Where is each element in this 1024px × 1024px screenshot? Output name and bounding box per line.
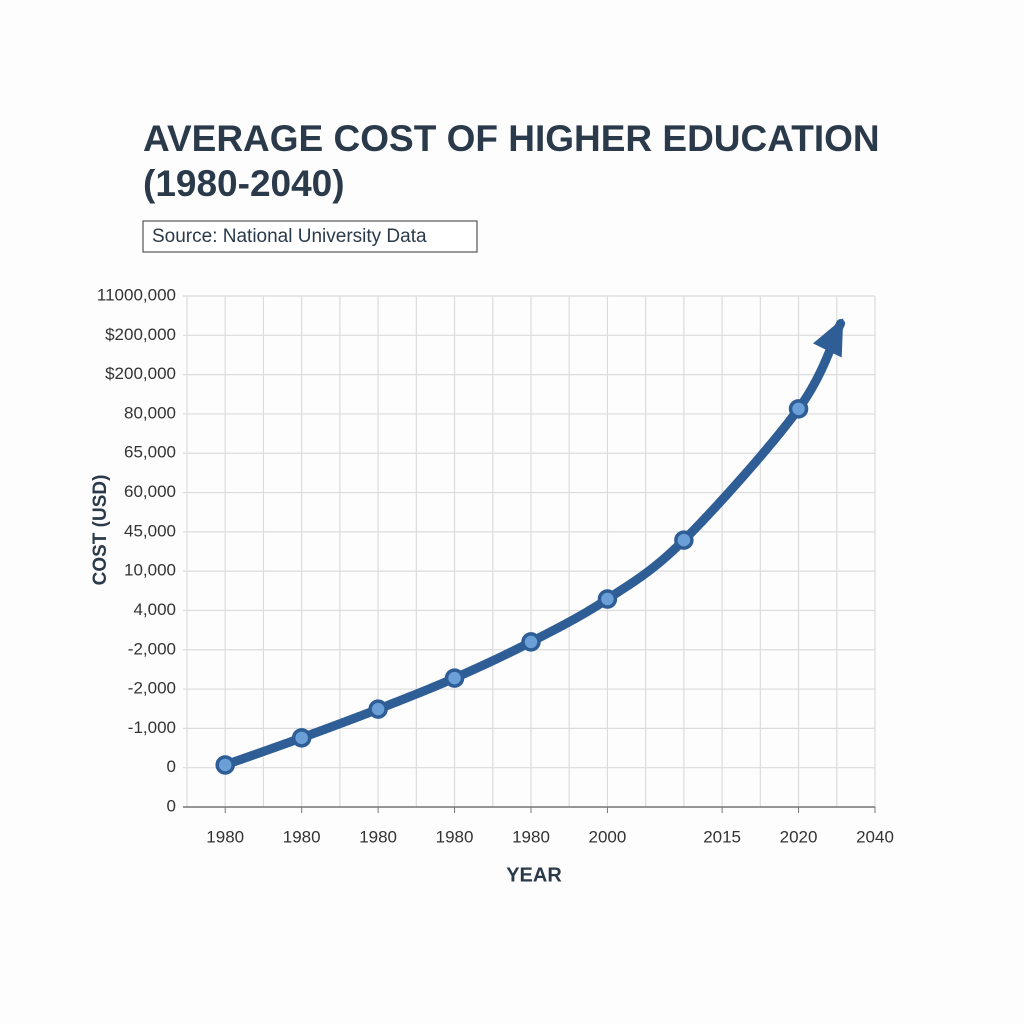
y-tick-label: $200,000	[105, 325, 176, 344]
x-tick-label: 1980	[512, 827, 550, 846]
arrow-head	[812, 318, 844, 358]
x-tick-label: 2015	[703, 827, 741, 846]
line	[220, 319, 846, 770]
y-tick-label: 11000,000	[97, 285, 176, 304]
y-tick-label: -1,000	[128, 718, 176, 737]
y-tick-label: 4,000	[133, 600, 176, 619]
chart-title: (1980-2040)	[143, 163, 345, 204]
x-tick-label: 1980	[206, 827, 244, 846]
y-tick-label: $200,000	[105, 364, 176, 383]
x-tick-label: 1980	[283, 827, 321, 846]
y-tick-label: 10,000	[124, 561, 176, 580]
x-tick-label: 2040	[856, 827, 894, 846]
point	[368, 699, 388, 719]
point	[597, 589, 618, 609]
chart-title: AVERAGE COST OF HIGHER EDUCATION	[143, 118, 880, 159]
point	[521, 632, 541, 652]
y-tick-label: 0	[167, 757, 176, 776]
point	[291, 728, 312, 748]
y-tick-label: -2,000	[128, 679, 176, 698]
x-axis-title: YEAR	[506, 864, 562, 886]
y-tick-label: 45,000	[124, 521, 176, 540]
y-tick-label: -2,000	[128, 639, 176, 658]
y-tick-label: 0	[167, 796, 176, 815]
x-tick-label: 1980	[436, 827, 474, 846]
y-axis-title: COST (USD)	[90, 475, 111, 586]
source-box	[142, 220, 478, 253]
point	[215, 755, 235, 775]
x-tick-label: 2000	[589, 827, 627, 846]
y-tick-label: 65,000	[124, 443, 176, 462]
y-tick-label: 80,000	[124, 403, 176, 422]
x-tick-label: 2020	[780, 827, 818, 846]
x-tick-label: 1980	[359, 827, 397, 846]
subtitle: Source: National University Data	[152, 226, 427, 247]
point	[788, 399, 809, 419]
point	[444, 668, 465, 688]
y-tick-label: 60,000	[124, 482, 176, 501]
point	[674, 530, 694, 550]
